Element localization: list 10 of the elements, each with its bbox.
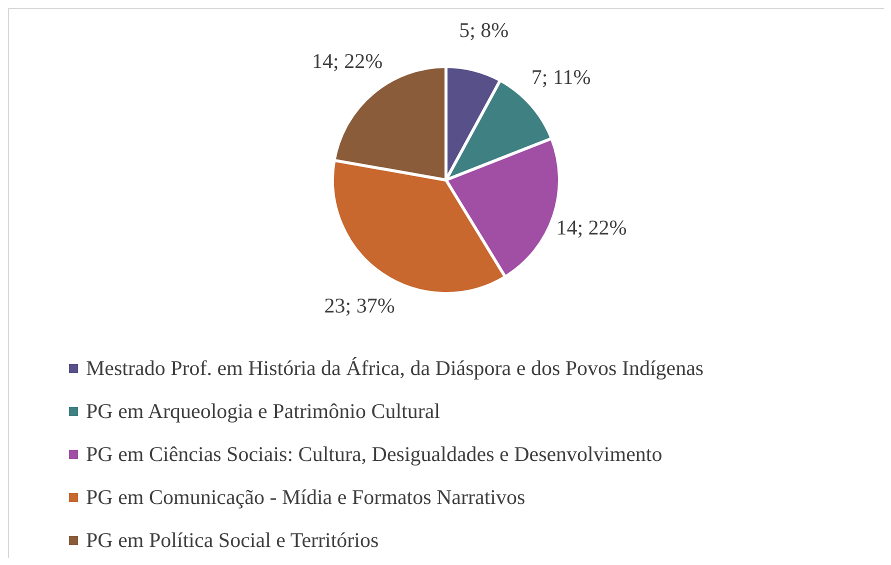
legend-label: PG em Comunicação - Mídia e Formatos Narrativos (86, 485, 526, 510)
legend-label: PG em Arqueologia e Patrimônio Cultural (86, 399, 440, 424)
data-label: 5; 8% (459, 18, 509, 42)
data-label: 14; 22% (312, 48, 383, 73)
legend-label: PG em Ciências Sociais: Cultura, Desigualdades e Desenvolvimento (86, 442, 662, 467)
data-label: 7; 11% (531, 64, 591, 89)
legend-label: PG em Política Social e Territórios (86, 528, 379, 553)
data-label: 14; 22% (556, 215, 627, 240)
data-label: 23; 37% (324, 293, 395, 318)
legend-label: Mestrado Prof. em História da África, da Diáspora e dos Povos Indígenas (86, 356, 704, 381)
